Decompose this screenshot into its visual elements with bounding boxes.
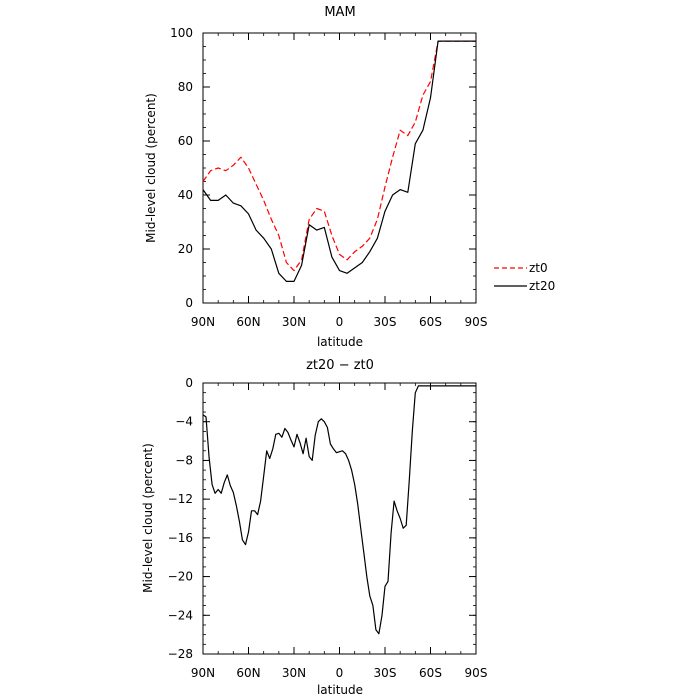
y-tick-label: 80 bbox=[178, 80, 193, 94]
series-line-difference bbox=[202, 385, 476, 635]
x-tick-label: 90N bbox=[191, 315, 215, 329]
y-tick-label: −4 bbox=[175, 415, 193, 429]
x-tick-label: 60S bbox=[419, 666, 442, 680]
y-tick-label: 100 bbox=[170, 26, 193, 40]
y-tick-label: −12 bbox=[168, 492, 193, 506]
x-tick-label: 60S bbox=[419, 315, 442, 329]
chart1-y-axis-label: Mid-level cloud (percent) bbox=[144, 93, 158, 243]
y-tick-label: −20 bbox=[168, 570, 193, 584]
y-tick-label: 0 bbox=[185, 296, 193, 310]
chart2-plot-frame bbox=[202, 382, 477, 655]
chart2-x-axis-label: latitude bbox=[317, 683, 363, 697]
series-line-zt20 bbox=[202, 40, 476, 282]
y-tick-label: −28 bbox=[168, 647, 193, 661]
chart2-ticks: 0 −4 −8 −12 −16 −20 −24 −28 90N 60N 30N 0 30S 60S 90S bbox=[168, 376, 488, 680]
x-tick-label: 30N bbox=[282, 666, 306, 680]
y-tick-label: −8 bbox=[175, 453, 193, 467]
chart1-series bbox=[202, 40, 476, 282]
chart1-plot-frame bbox=[202, 32, 477, 304]
x-tick-label: 0 bbox=[336, 666, 344, 680]
y-tick-label: 40 bbox=[178, 188, 193, 202]
y-tick-label: 0 bbox=[185, 376, 193, 390]
series-line-zt0 bbox=[202, 40, 476, 272]
x-tick-label: 0 bbox=[336, 315, 344, 329]
chart1-legend: zt0 zt20 bbox=[494, 261, 555, 293]
x-tick-label: 60N bbox=[236, 315, 260, 329]
chart-mam: MAM 0 20 40 60 80 100 90N 60N 30N 0 30S 60S 90S lati… bbox=[144, 5, 555, 349]
legend-label-zt0: zt0 bbox=[529, 261, 548, 275]
legend-label-zt20: zt20 bbox=[529, 279, 555, 293]
x-tick-label: 60N bbox=[236, 666, 260, 680]
x-tick-label: 90S bbox=[465, 666, 488, 680]
chart2-title: zt20 − zt0 bbox=[306, 358, 374, 373]
chart2-series bbox=[202, 385, 476, 635]
chart1-title: MAM bbox=[324, 5, 355, 20]
chart-difference: zt20 − zt0 0 −4 −8 −12 −16 −20 −24 −28 90N 60N 30N… bbox=[141, 358, 487, 697]
y-tick-label: 60 bbox=[178, 134, 193, 148]
y-tick-label: −24 bbox=[168, 608, 193, 622]
chart2-y-axis-label: Mid-level cloud (percent) bbox=[141, 443, 155, 593]
y-tick-label: −16 bbox=[168, 531, 193, 545]
chart1-x-axis-label: latitude bbox=[317, 335, 363, 349]
x-tick-label: 30N bbox=[282, 315, 306, 329]
x-tick-label: 30S bbox=[374, 666, 397, 680]
x-tick-label: 90S bbox=[465, 315, 488, 329]
x-tick-label: 30S bbox=[374, 315, 397, 329]
y-tick-label: 20 bbox=[178, 242, 193, 256]
chart1-ticks: 0 20 40 60 80 100 90N 60N 30N 0 30S 60S 90S bbox=[170, 26, 487, 329]
x-tick-label: 90N bbox=[191, 666, 215, 680]
